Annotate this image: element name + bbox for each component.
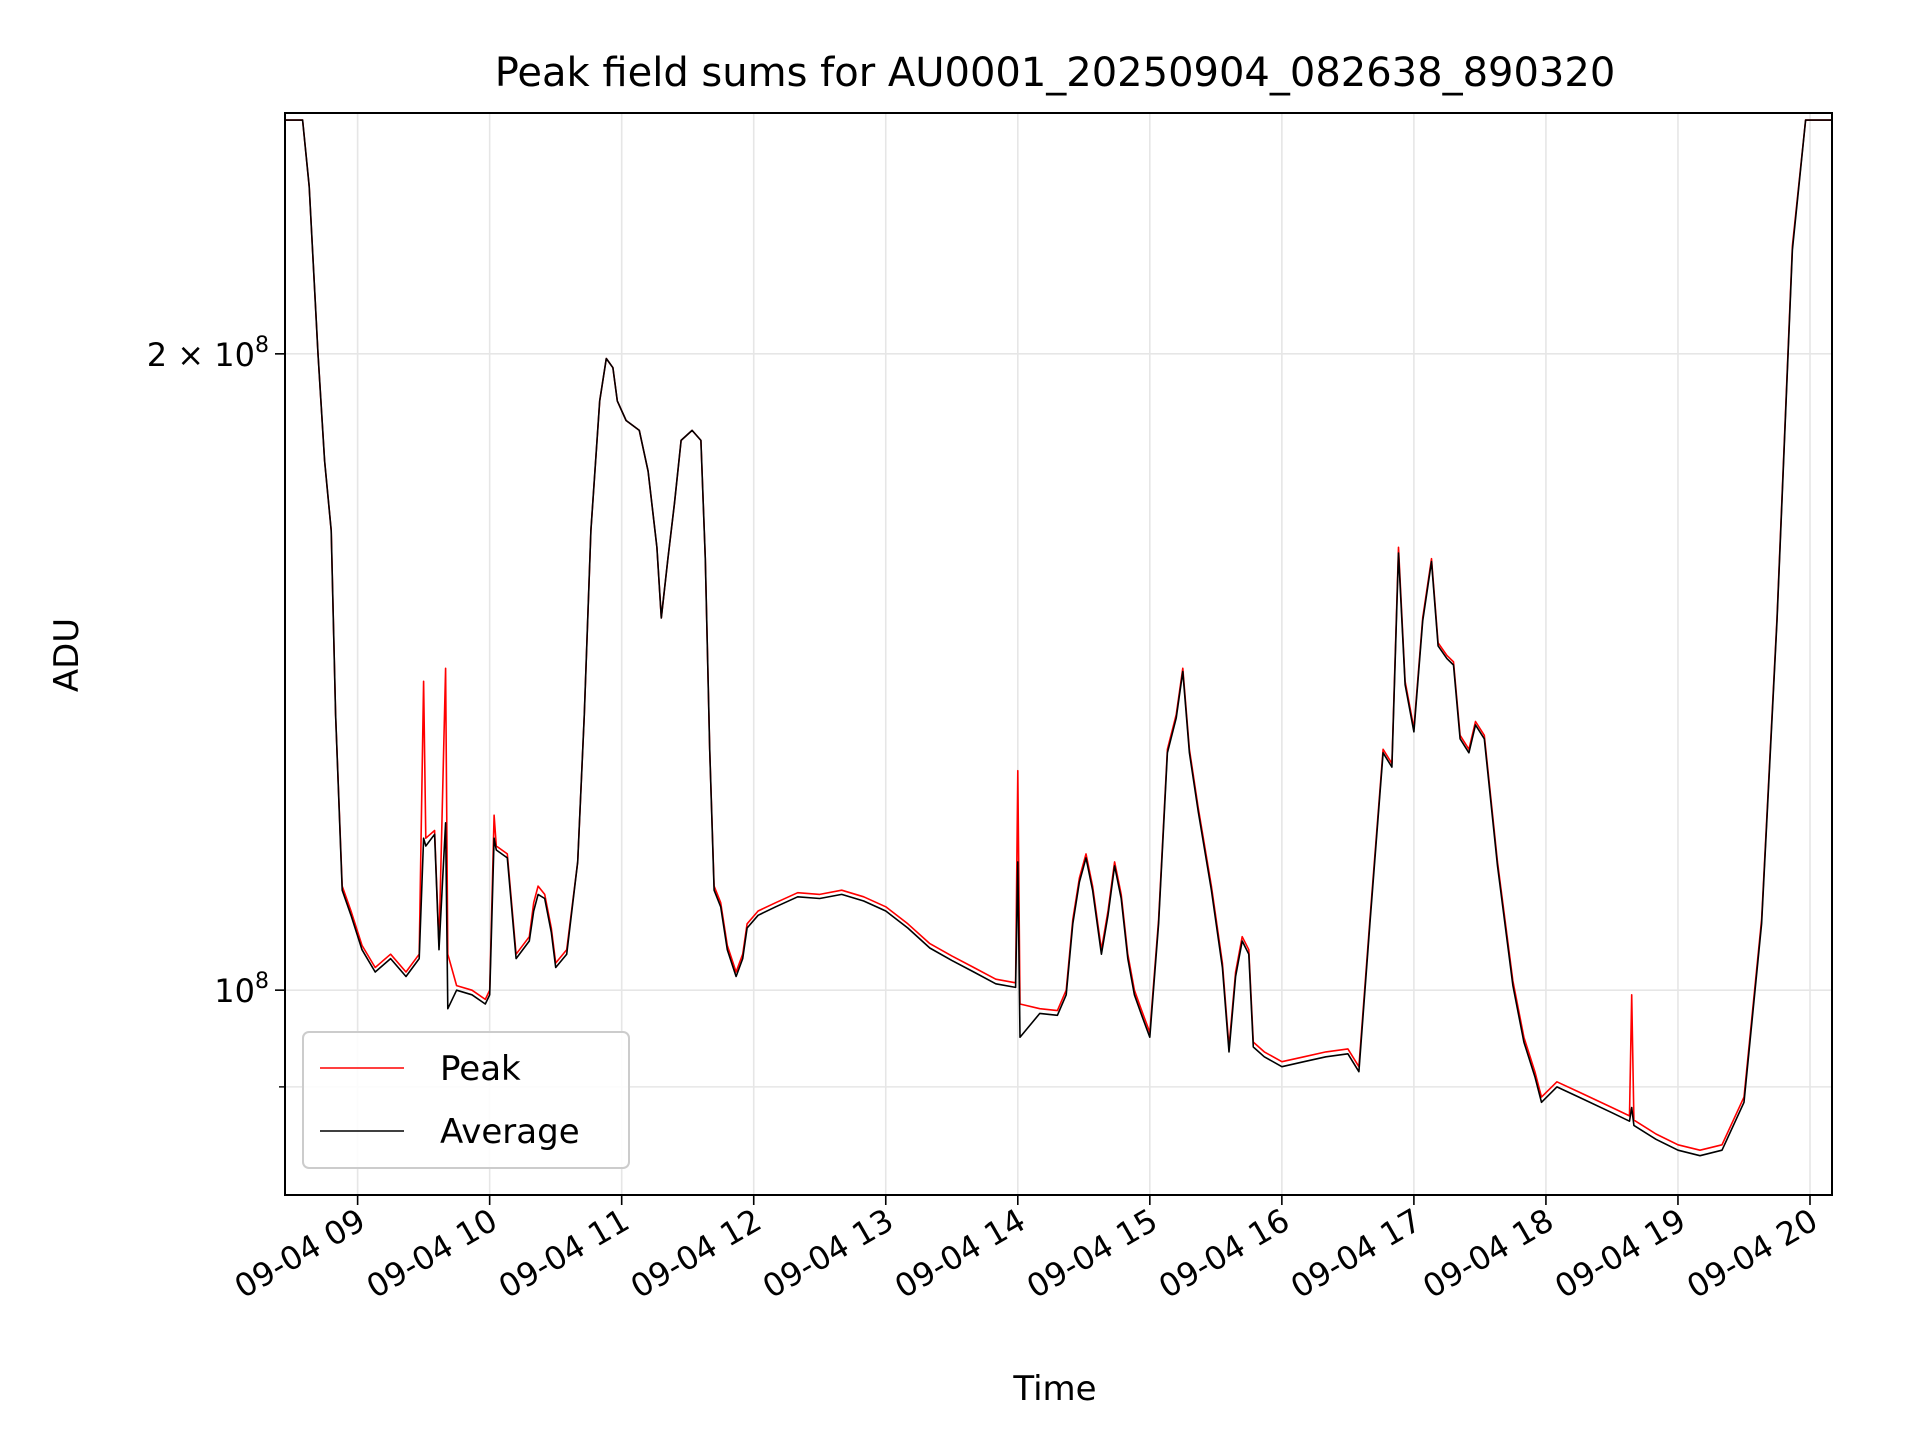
y-tick-label: 108 xyxy=(214,969,269,1010)
legend-label-peak: Peak xyxy=(440,1049,521,1089)
plot-lines xyxy=(285,119,1832,1157)
grid xyxy=(285,113,1832,1195)
legend-box xyxy=(302,1031,630,1169)
legend: Peak Average xyxy=(302,1031,630,1169)
x-axis-label: Time xyxy=(1012,1369,1096,1409)
y-tick-label: 2 × 108 xyxy=(147,333,269,374)
plot-frame xyxy=(284,112,1833,1196)
chart-title: Peak field sums for AU0001_20250904_0826… xyxy=(495,50,1616,96)
y-axis-label: ADU xyxy=(47,618,87,692)
y-axis-ticks: 108 2 × 108 xyxy=(147,333,285,1088)
legend-label-average: Average xyxy=(440,1112,580,1152)
series-line-average xyxy=(285,119,1832,1157)
